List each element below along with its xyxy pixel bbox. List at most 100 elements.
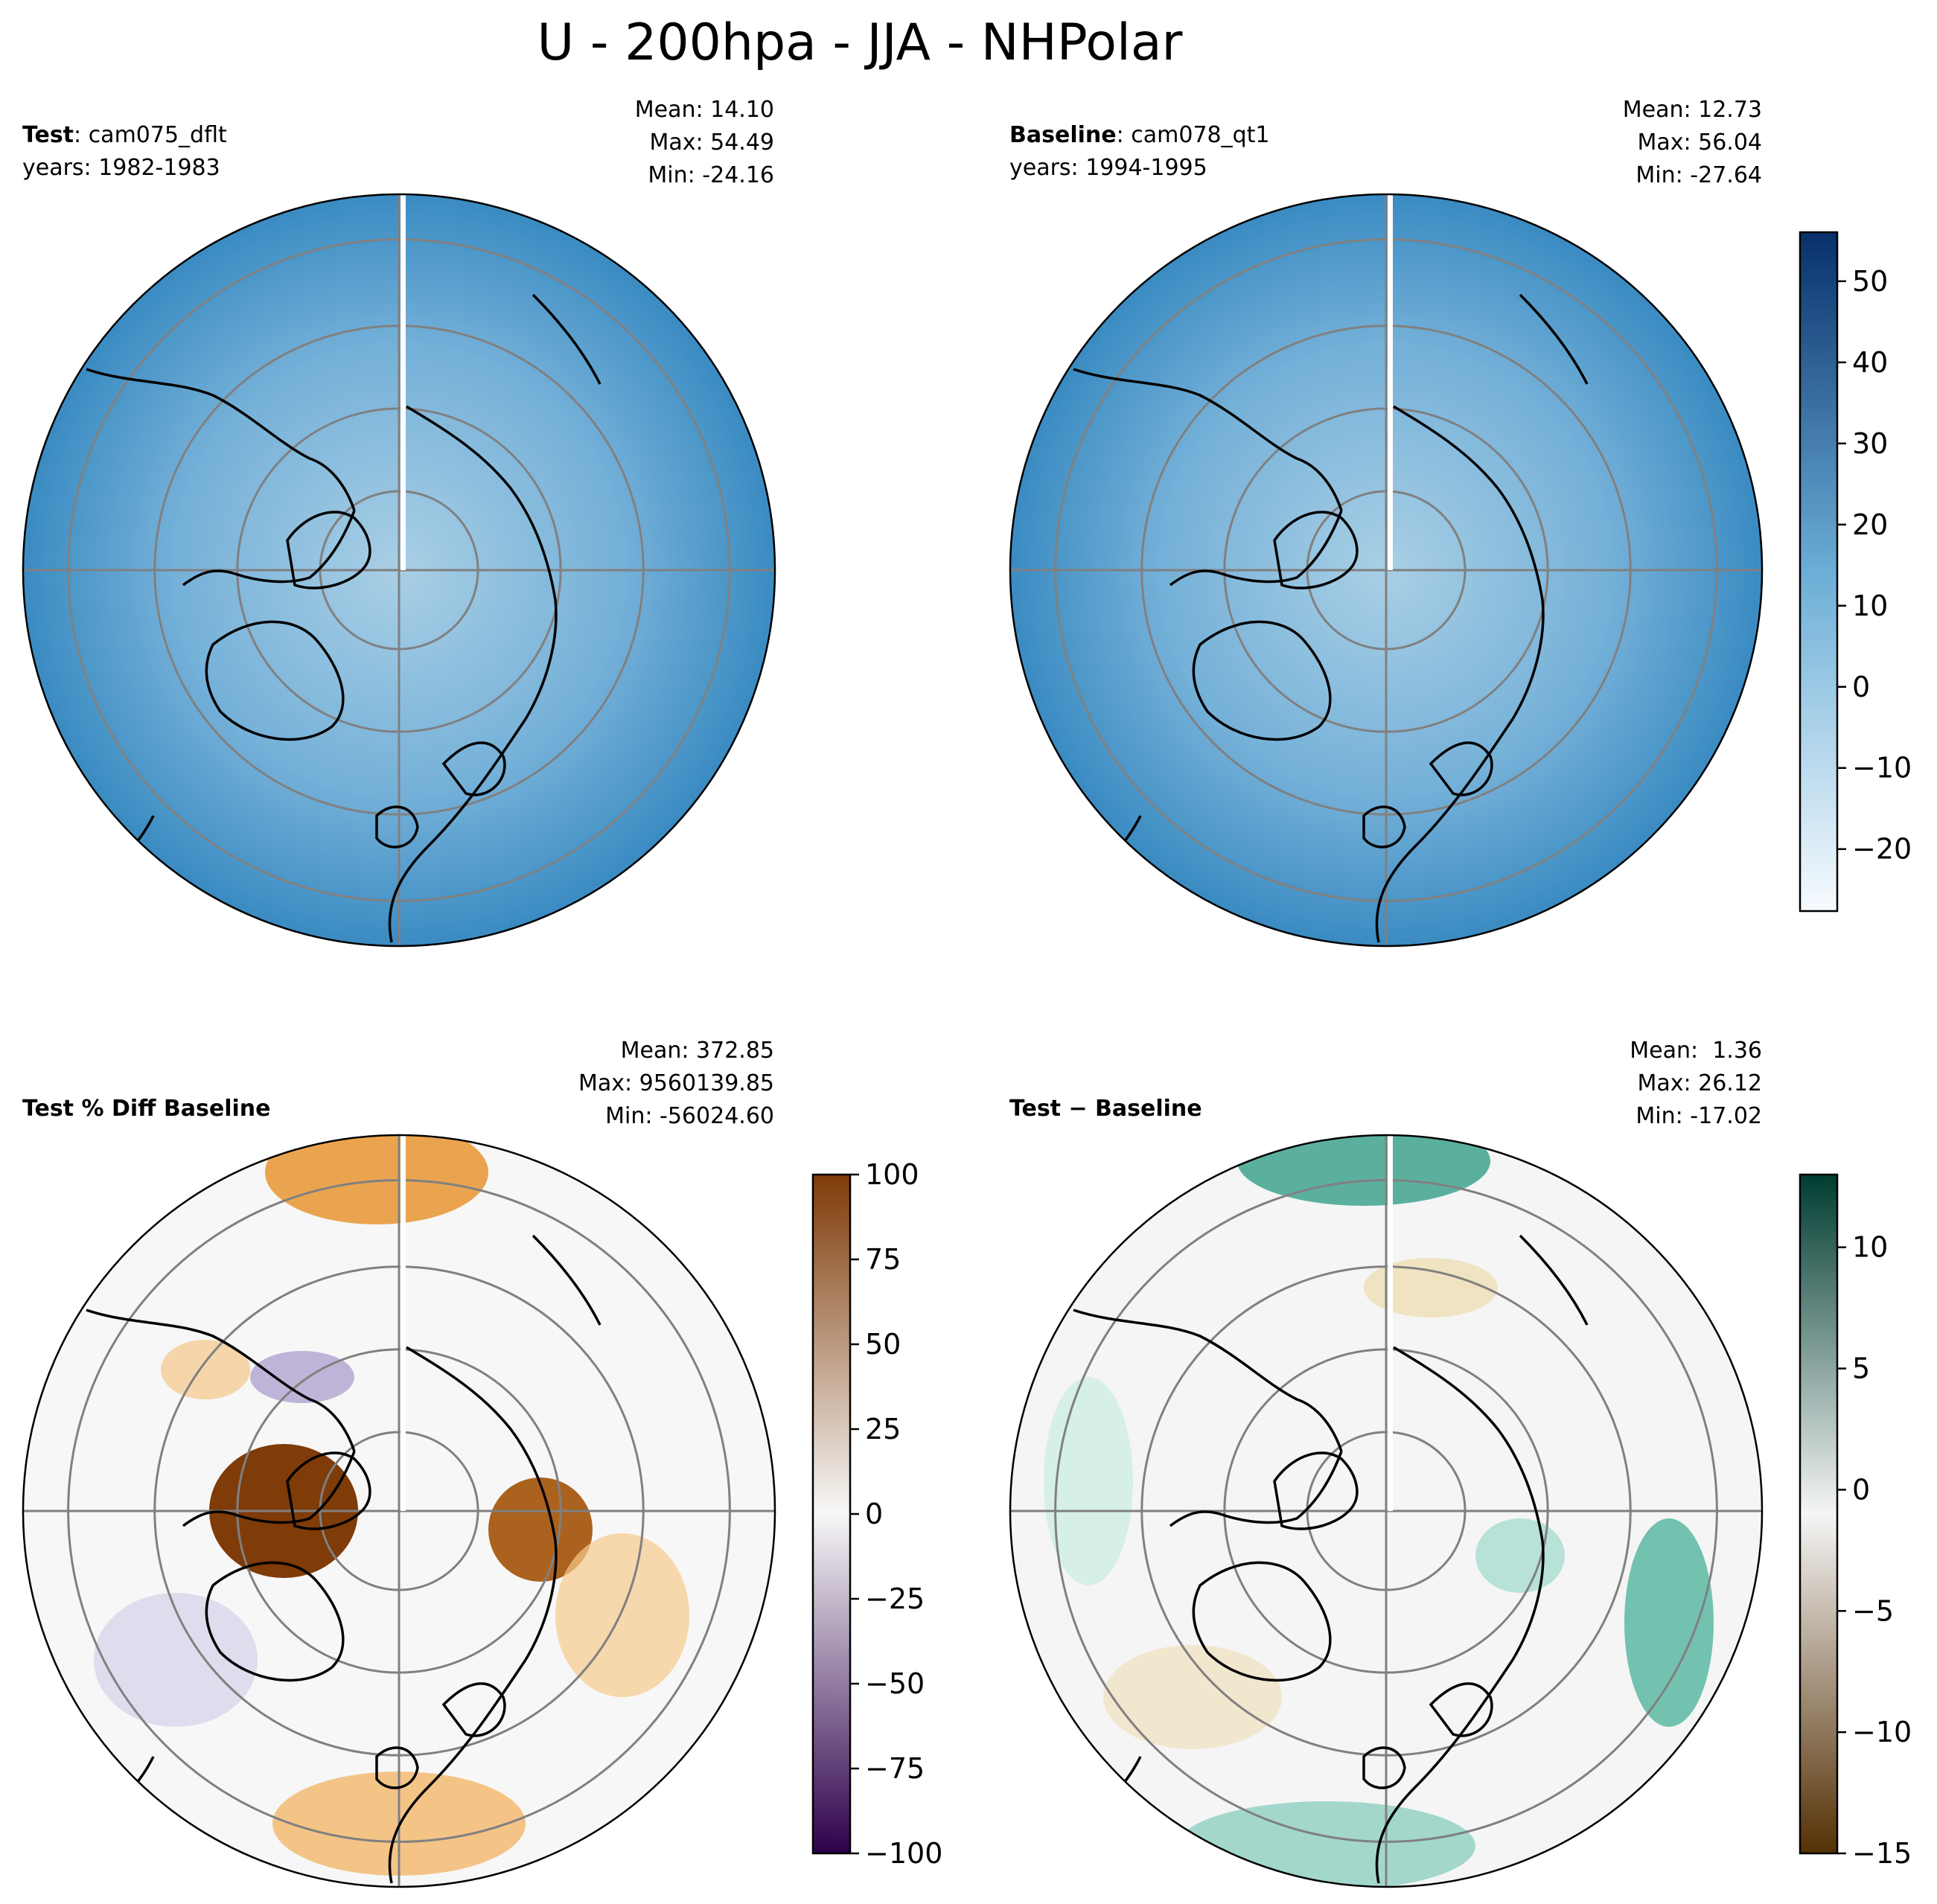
coastline	[1273, 1451, 1359, 1530]
colorbar-gradient	[811, 1173, 852, 1855]
coastline	[388, 1659, 527, 1884]
colorbar-tick-label: −100	[865, 1837, 942, 1870]
panel-2-title-bold: Baseline	[1009, 122, 1117, 148]
coastline	[388, 718, 527, 943]
colorbar-tick-label: 5	[1852, 1352, 1870, 1385]
coastline	[1519, 1234, 1589, 1326]
coastline	[205, 1561, 345, 1682]
anomaly-region	[265, 1135, 488, 1224]
coastline	[1273, 511, 1359, 590]
panel-3-min: Min: -56024.60	[605, 1103, 774, 1129]
colorbar-tick-label: −75	[865, 1752, 925, 1785]
coastline	[1429, 1682, 1493, 1737]
panel-4-max: Max: 26.12	[1637, 1070, 1762, 1096]
coastline	[182, 1451, 356, 1527]
coastline	[286, 1451, 371, 1530]
coastline	[1169, 510, 1343, 587]
panel-1-stats: Mean: 14.10 Max: 54.49 Min: -24.16	[635, 94, 774, 192]
colorbar-tick-label: 50	[1852, 265, 1888, 298]
panel-3-stats: Mean: 372.85 Max: 9560139.85 Min: -56024.6…	[578, 1035, 774, 1133]
colorbar-2: 50 40 30 20 10 0 −10 −20	[1799, 231, 1912, 913]
coastline	[1169, 1451, 1343, 1527]
colorbar-tick-label: 0	[1852, 671, 1870, 703]
coastline	[1362, 1746, 1406, 1789]
panel-1-max: Max: 54.49	[649, 130, 774, 156]
colorbar-tick-label: 10	[1852, 1231, 1888, 1264]
coastline	[1375, 1659, 1514, 1884]
coastline	[286, 511, 371, 590]
colorbar-tick-label: 40	[1852, 346, 1888, 379]
panel-1-years: years: 1982-1983	[22, 155, 220, 181]
panel-3-max: Max: 9560139.85	[578, 1070, 774, 1096]
coastline	[375, 805, 419, 849]
coastline	[1519, 293, 1589, 385]
map-panel-4	[1009, 1134, 1764, 1888]
panel-2-min: Min: -27.64	[1636, 162, 1762, 188]
coastline	[1192, 1561, 1332, 1682]
colorbar-tick-label: −50	[865, 1667, 925, 1700]
anomaly-region	[555, 1533, 689, 1697]
coastline	[441, 1682, 506, 1737]
colorbar-tick-label: −25	[865, 1582, 925, 1615]
panel-4-min: Min: -17.02	[1636, 1103, 1762, 1129]
panel-2-max: Max: 56.04	[1637, 130, 1762, 156]
colorbar-tick-label: 50	[865, 1328, 901, 1361]
panel-2-title-rest: cam078_qt1	[1131, 122, 1270, 148]
coastline	[406, 1346, 558, 1661]
anomaly-region	[1178, 1801, 1475, 1887]
coastline	[532, 293, 601, 385]
panel-1-min: Min: -24.16	[648, 162, 774, 188]
missing-data-seam	[1388, 1135, 1393, 1511]
panel-1-title: Test: cam075_dflt	[22, 119, 227, 152]
colorbar-tick-label: −20	[1852, 833, 1912, 866]
anomaly-region	[94, 1593, 258, 1727]
map-boundary	[1009, 1134, 1764, 1888]
anomaly-region	[1624, 1518, 1714, 1727]
coastline	[86, 368, 356, 511]
panel-4-mean: Mean: 1.36	[1630, 1038, 1762, 1064]
panel-2-years: years: 1994-1995	[1009, 155, 1207, 181]
coastline	[1362, 805, 1406, 849]
colorbar-tick-label: 75	[865, 1243, 901, 1276]
colorbar-gradient	[1799, 1173, 1839, 1855]
figure-title: U - 200hpa - JJA - NHPolar	[537, 13, 1183, 72]
map-boundary	[22, 1134, 776, 1888]
coastline	[205, 620, 345, 741]
colorbar-tick-label: 30	[1852, 427, 1888, 460]
coastline	[1429, 741, 1493, 796]
panel-2-title-sep: :	[1116, 122, 1132, 148]
colorbar-gradient	[1799, 231, 1839, 913]
coastline	[375, 1746, 419, 1789]
map-boundary	[1009, 193, 1764, 948]
panel-4-stats: Mean: 1.36 Max: 26.12 Min: -17.02	[1630, 1035, 1762, 1133]
panel-1-title-rest: cam075_dflt	[88, 122, 227, 148]
anomaly-region	[1364, 1258, 1498, 1317]
colorbar-tick-label: 25	[865, 1413, 901, 1445]
panel-3-title: Test % Diff Baseline	[22, 1093, 271, 1125]
missing-data-seam	[1388, 194, 1393, 570]
panel-1-title-sep: :	[74, 122, 89, 148]
anomaly-region	[250, 1351, 354, 1403]
coastline	[1073, 368, 1343, 511]
missing-data-seam	[401, 194, 406, 570]
colorbar-tick-label: −5	[1852, 1594, 1894, 1627]
coastline	[1192, 620, 1332, 741]
colorbar-3: 100 75 50 25 0 −25 −50 −75 −100	[811, 1158, 942, 1870]
map-panel-1	[22, 193, 776, 948]
coastline	[406, 405, 558, 720]
map-boundary	[22, 193, 776, 948]
coastline	[1375, 718, 1514, 943]
colorbar-4: 10 5 0 −5 −10 −15	[1799, 1173, 1912, 1870]
panel-2-mean: Mean: 12.73	[1622, 97, 1762, 123]
panel-2-title: Baseline: cam078_qt1	[1009, 119, 1270, 152]
colorbar-tick-label: −15	[1852, 1837, 1912, 1870]
panel-4-title: Test − Baseline	[1009, 1093, 1202, 1125]
colorbar-tick-label: 0	[1852, 1473, 1870, 1506]
map-panel-3	[22, 1134, 776, 1888]
colorbar-tick-label: 0	[865, 1498, 883, 1530]
colorbar-tick-label: 10	[1852, 590, 1888, 622]
panel-3-title-bold: Test % Diff Baseline	[22, 1096, 271, 1122]
coastline	[1393, 1346, 1545, 1661]
anomaly-region	[1475, 1518, 1565, 1593]
